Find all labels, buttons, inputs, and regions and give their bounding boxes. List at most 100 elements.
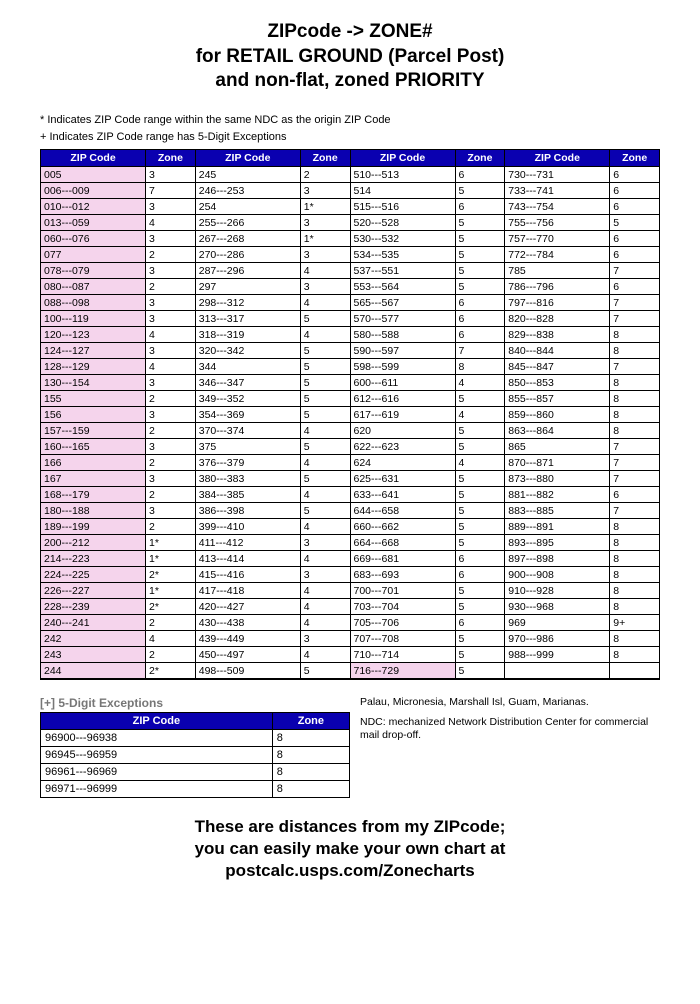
table-row: 910---9288 [505, 583, 659, 599]
cell-zone: 4 [300, 295, 349, 311]
table-row: 0053 [41, 167, 195, 183]
cell-zip: 553---564 [351, 279, 456, 295]
cell-zip: 900---908 [505, 567, 610, 583]
table-row: 600---6114 [351, 375, 505, 391]
table-row: 246---2533 [196, 183, 350, 199]
cell-zip: 254 [196, 199, 301, 215]
table-row: 863---8648 [505, 423, 659, 439]
cell-zip: 757---770 [505, 231, 610, 247]
cell-zone: 3 [146, 375, 195, 391]
cell-zone: 1* [146, 535, 195, 551]
table-row: 413---4144 [196, 551, 350, 567]
cell-zip: 988---999 [505, 647, 610, 663]
cell-zone: 3 [146, 407, 195, 423]
cell-zip: 240---241 [41, 615, 146, 631]
cell-zip: 580---588 [351, 327, 456, 343]
cell-zip: 224---225 [41, 567, 146, 583]
table-row: 6205 [351, 423, 505, 439]
col-header-zip: ZIP Code [505, 150, 610, 167]
cell-zone: 6 [610, 279, 659, 295]
cell-zone: 6 [455, 327, 504, 343]
table-row: 716---7295 [351, 663, 505, 679]
cell-zip: 384---385 [196, 487, 301, 503]
cell-zip: 897---898 [505, 551, 610, 567]
table-row: 354---3695 [196, 407, 350, 423]
cell-zone: 4 [455, 455, 504, 471]
table-row: 013---0594 [41, 215, 195, 231]
table-row [505, 663, 659, 679]
cell-zone: 6 [610, 247, 659, 263]
table-row: 180---1883 [41, 503, 195, 519]
cell-zone: 8 [610, 343, 659, 359]
cell-zone: 1* [146, 551, 195, 567]
table-row: 625---6315 [351, 471, 505, 487]
table-row: 537---5515 [351, 263, 505, 279]
cell-zip: 883---885 [505, 503, 610, 519]
cell-zone: 4 [300, 599, 349, 615]
cell-zip: 376---379 [196, 455, 301, 471]
table-row: 255---2663 [196, 215, 350, 231]
table-row: 820---8287 [505, 311, 659, 327]
table-row: 664---6685 [351, 535, 505, 551]
cell-zip: 120---123 [41, 327, 146, 343]
cell-zone: 6 [455, 311, 504, 327]
table-row: 707---7085 [351, 631, 505, 647]
table-row: 897---8988 [505, 551, 659, 567]
cell-zone: 2 [300, 167, 349, 183]
table-row: 2424 [41, 631, 195, 647]
table-row: 733---7416 [505, 183, 659, 199]
cell-zip: 270---286 [196, 247, 301, 263]
table-row: 267---2681* [196, 231, 350, 247]
cell-zone: 2 [146, 615, 195, 631]
cell-zip: 930---968 [505, 599, 610, 615]
table-row: 6244 [351, 455, 505, 471]
cell-zip: 624 [351, 455, 456, 471]
cell-zone: 5 [455, 439, 504, 455]
cell-zone: 7 [610, 503, 659, 519]
table-row: 270---2863 [196, 247, 350, 263]
cell-zone: 5 [455, 423, 504, 439]
cell-zone: 7 [610, 311, 659, 327]
cell-zone: 5 [300, 375, 349, 391]
cell-zip: 96971---96999 [41, 781, 273, 798]
cell-zip: 840---844 [505, 343, 610, 359]
cell-zip: 498---509 [196, 663, 301, 679]
cell-zone: 6 [455, 567, 504, 583]
cell-zip: 644---658 [351, 503, 456, 519]
cell-zip: 820---828 [505, 311, 610, 327]
cell-zip: 246---253 [196, 183, 301, 199]
cell-zip: 617---619 [351, 407, 456, 423]
table-row: 130---1543 [41, 375, 195, 391]
cell-zip: 705---706 [351, 615, 456, 631]
cell-zip: 439---449 [196, 631, 301, 647]
cell-zone: 9+ [610, 615, 659, 631]
table-row: 7857 [505, 263, 659, 279]
table-row: 313---3175 [196, 311, 350, 327]
cell-zone: 2 [146, 455, 195, 471]
title-line-1: ZIPcode -> ZONE# [40, 20, 660, 45]
col-header-zone: Zone [300, 150, 349, 167]
table-row: 3445 [196, 359, 350, 375]
cell-zip: 970---986 [505, 631, 610, 647]
cell-zone: 5 [300, 407, 349, 423]
cell-zone: 8 [272, 764, 349, 781]
cell-zone: 3 [300, 631, 349, 647]
table-row: 786---7966 [505, 279, 659, 295]
cell-zone: 8 [610, 599, 659, 615]
cell-zip: 743---754 [505, 199, 610, 215]
cell-zone: 5 [455, 519, 504, 535]
cell-zone: 8 [272, 781, 349, 798]
cell-zip: 166 [41, 455, 146, 471]
cell-zone: 5 [455, 535, 504, 551]
cell-zip: 707---708 [351, 631, 456, 647]
table-row: 080---0872 [41, 279, 195, 295]
cell-zip: 534---535 [351, 247, 456, 263]
cell-zip: 703---704 [351, 599, 456, 615]
table-row: 0772 [41, 247, 195, 263]
table-row: 757---7706 [505, 231, 659, 247]
cell-zone: 5 [455, 183, 504, 199]
footer-line-2: you can easily make your own chart at [40, 838, 660, 860]
exc-side-ndc: NDC: mechanized Network Distribution Cen… [360, 716, 660, 743]
cell-zip: 313---317 [196, 311, 301, 327]
cell-zone: 8 [610, 583, 659, 599]
